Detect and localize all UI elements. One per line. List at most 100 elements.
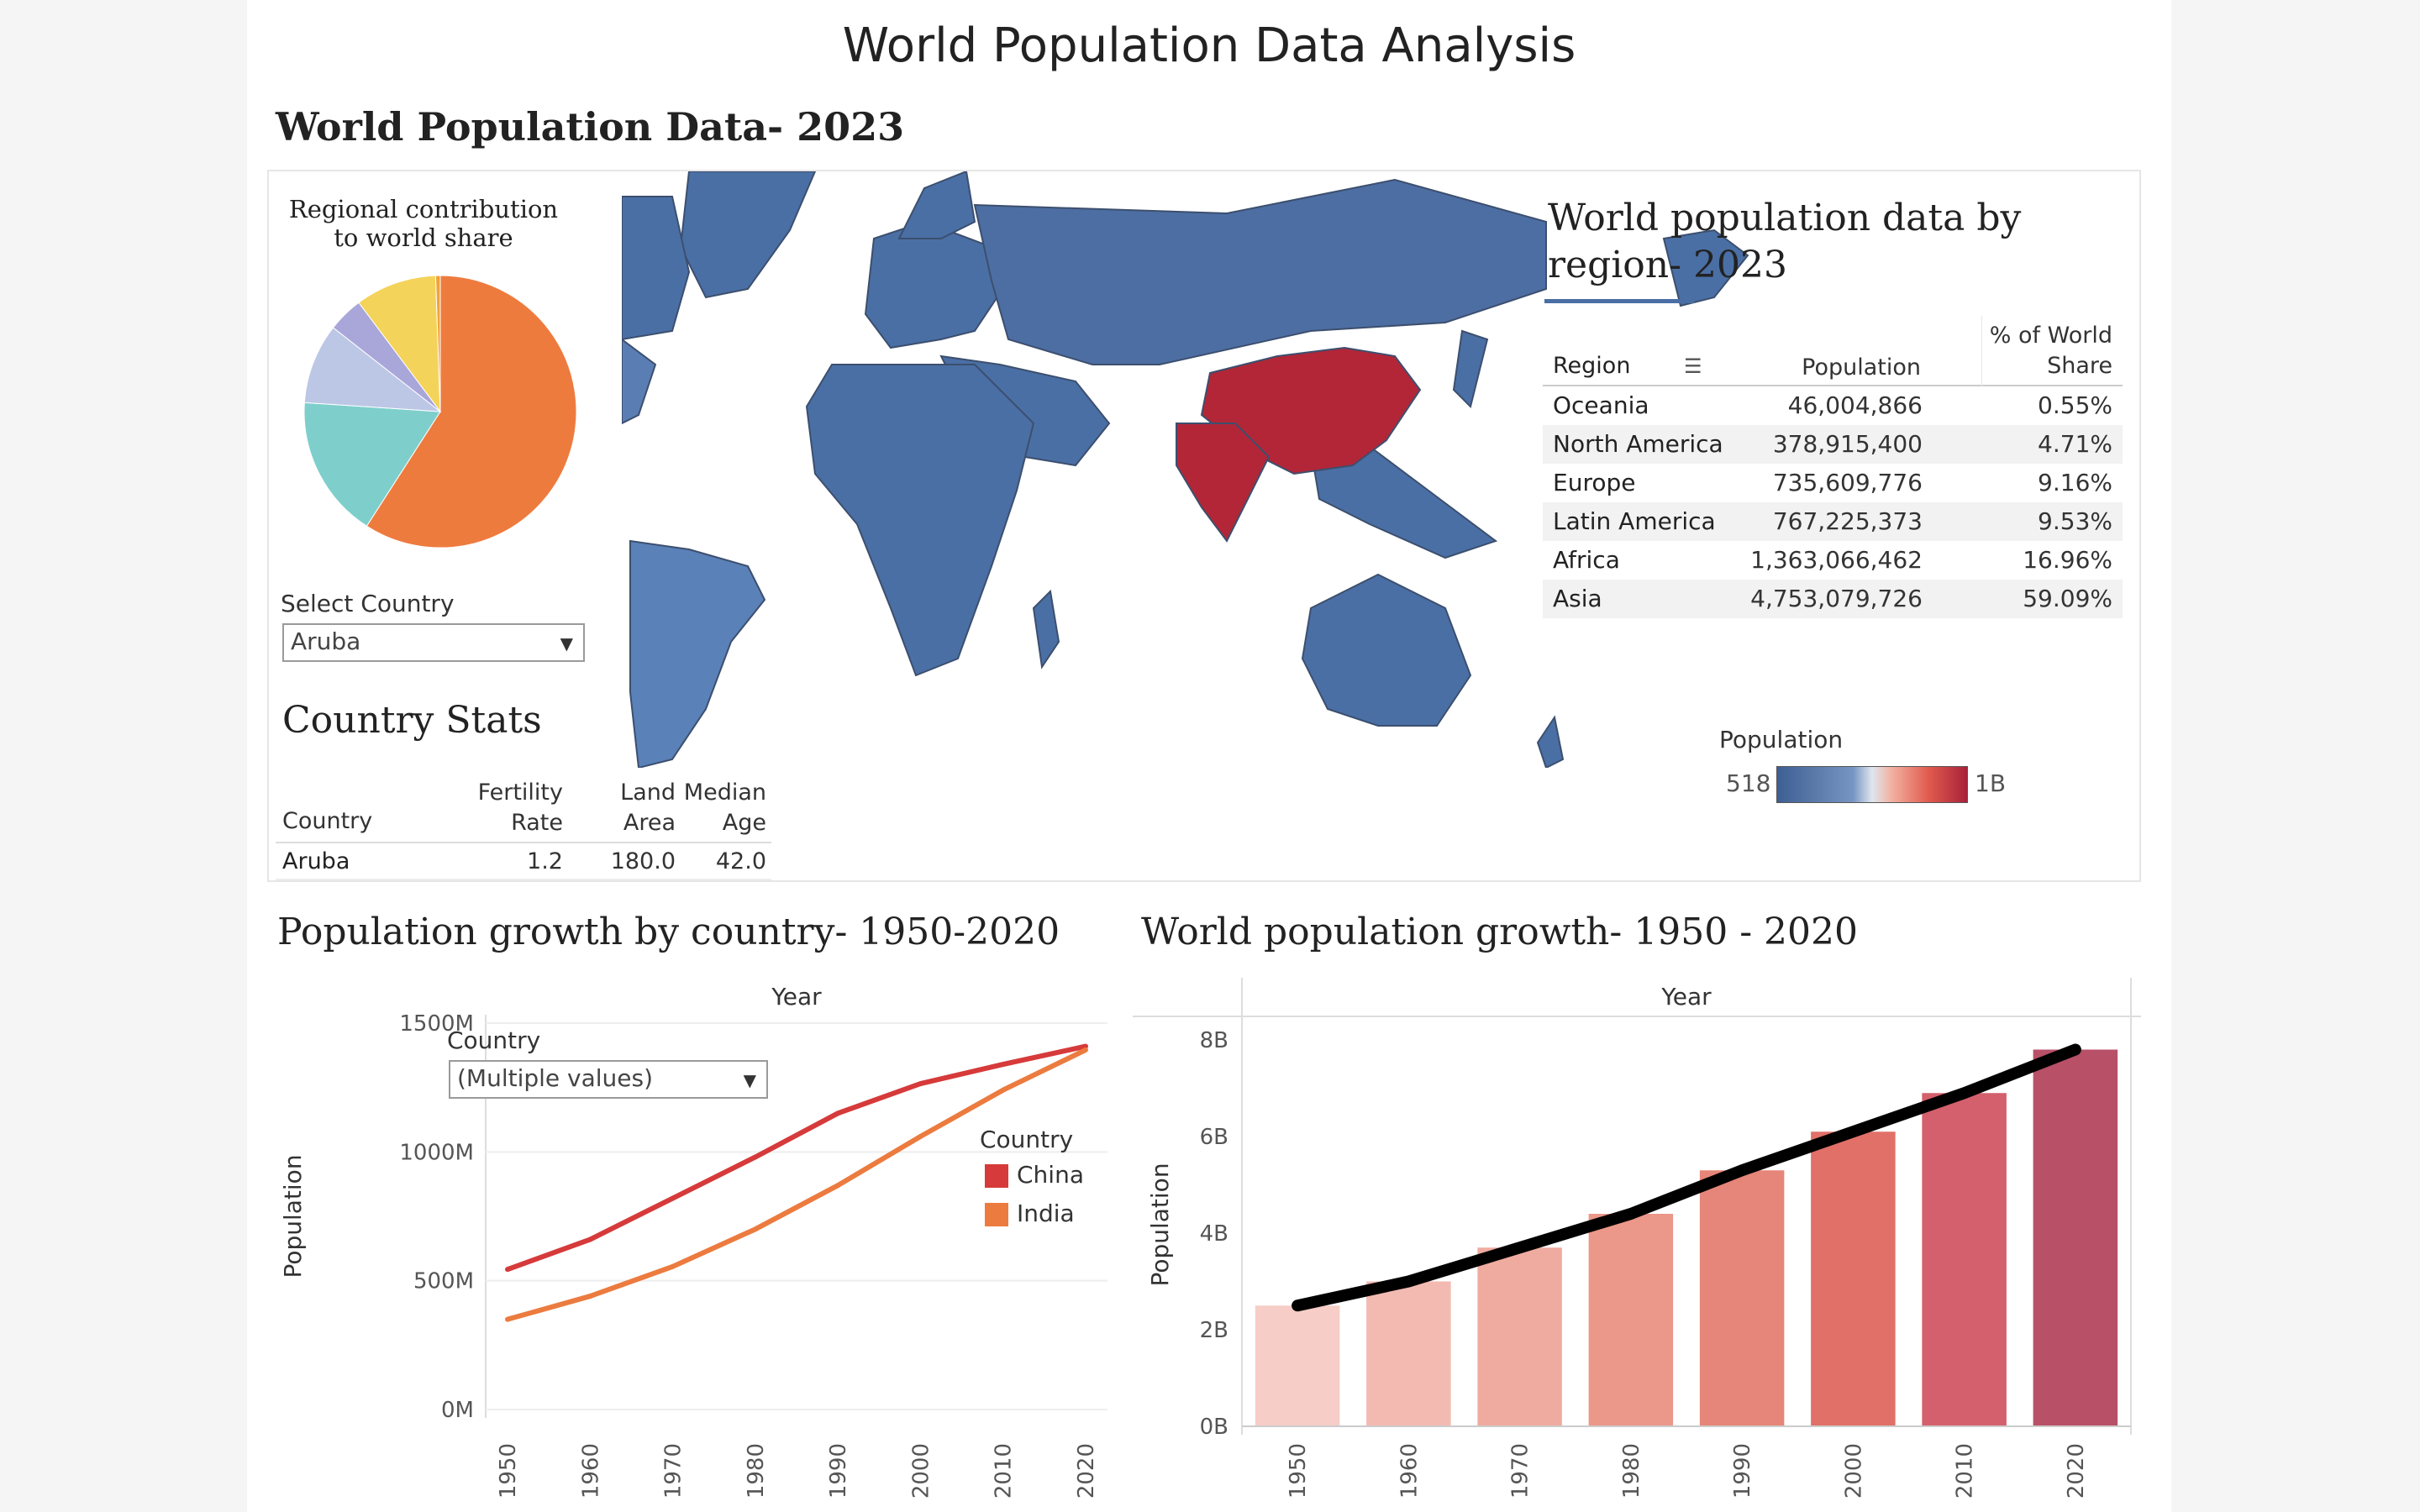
pie-slice-north-america[interactable] <box>358 275 441 413</box>
pie-chart[interactable] <box>297 269 583 554</box>
country-dropdown[interactable]: Aruba ▼ <box>282 623 585 662</box>
bar-chart-title: World population growth- 1950 - 2020 <box>1141 911 1859 953</box>
map-australia <box>1301 573 1472 727</box>
data-point[interactable] <box>918 1133 923 1139</box>
legend-swatch-china <box>985 1164 1008 1188</box>
row-region: Latin America <box>1553 507 1716 535</box>
x-tick-label: 1950 <box>1286 1443 1311 1499</box>
pie-slice-asia[interactable] <box>366 275 577 549</box>
bar-2010[interactable] <box>1922 1093 2007 1426</box>
x-tick-label: 1980 <box>744 1443 769 1499</box>
map-africa <box>805 364 1035 677</box>
map-north-america <box>622 196 691 341</box>
bar-2000[interactable] <box>1811 1131 1896 1426</box>
bar-1990[interactable] <box>1699 1170 1785 1426</box>
line-legend-title: Country <box>980 1126 1074 1153</box>
bar-1950[interactable] <box>1255 1305 1340 1426</box>
row-region: Asia <box>1553 585 1602 612</box>
pie-slice-latin-america[interactable] <box>303 327 442 412</box>
hdr-country: Country <box>282 808 373 834</box>
line-x-axis-title: Year <box>771 983 822 1011</box>
chevron-down-icon: ▼ <box>743 1070 756 1090</box>
table-row[interactable]: Africa 1,363,066,462 16.96% <box>1543 541 2123 580</box>
country-stats-title: Country Stats <box>282 699 542 742</box>
bar-chart[interactable]: Year Population 0B 2B 4B 6B 8B 1950 1960 1970 1980… <box>1133 973 2141 1510</box>
dashboard: World Population Data Analysis World Pop… <box>247 0 2171 1512</box>
legend-label-india: India <box>1017 1200 1075 1227</box>
data-point[interactable] <box>1000 1062 1006 1068</box>
table-row[interactable]: Oceania 46,004,866 0.55% <box>1543 386 2123 425</box>
hdr-fertility-1: Fertility <box>477 780 563 806</box>
row-population: 1,363,066,462 <box>1750 546 1923 574</box>
line-filter-dropdown[interactable]: (Multiple values) ▼ <box>449 1060 768 1099</box>
y-tick-label: 500M <box>413 1269 474 1294</box>
pie-slice-oceania[interactable] <box>434 275 441 412</box>
row-share: 0.55% <box>2038 391 2112 419</box>
data-point[interactable] <box>1083 1043 1088 1049</box>
x-tick-label: 1960 <box>1397 1443 1422 1499</box>
data-point[interactable] <box>587 1236 593 1242</box>
row-region: Africa <box>1553 546 1620 574</box>
data-point[interactable] <box>918 1081 923 1087</box>
world-map[interactable] <box>622 171 1790 768</box>
y-tick-label: 6B <box>1200 1125 1228 1150</box>
map-alaska <box>1662 228 1749 307</box>
row-region: North America <box>1553 430 1723 458</box>
bar-1980[interactable] <box>1588 1214 1674 1426</box>
data-point[interactable] <box>835 1183 841 1189</box>
trend-line[interactable] <box>1292 1043 2081 1312</box>
bar-1970[interactable] <box>1477 1247 1562 1426</box>
table-row[interactable]: North America 378,915,400 4.71% <box>1543 425 2123 464</box>
map-south-america <box>629 539 766 768</box>
row-share: 16.96% <box>2023 546 2112 574</box>
x-tick-label: 2010 <box>1953 1443 1978 1499</box>
legend-min-label: 518 <box>1726 769 1771 797</box>
data-point[interactable] <box>505 1267 510 1273</box>
bar-1960[interactable] <box>1366 1281 1451 1427</box>
table-row[interactable]: Europe 735,609,776 9.16% <box>1543 464 2123 502</box>
pie-slice-africa[interactable] <box>303 402 441 527</box>
country-stats-table: Fertility Rate Land Area Median Age Country… <box>276 778 771 880</box>
bar-y-axis-title: Population <box>1146 1163 1174 1286</box>
map-india <box>1176 423 1270 543</box>
sort-icon[interactable]: ☰ <box>1684 355 1702 378</box>
data-point[interactable] <box>752 1154 758 1160</box>
data-point[interactable] <box>505 1316 510 1322</box>
data-point[interactable] <box>752 1226 758 1232</box>
data-point[interactable] <box>835 1110 841 1116</box>
row-population: 378,915,400 <box>1772 430 1923 458</box>
divider <box>1543 385 2123 386</box>
map-central-america <box>622 338 657 425</box>
data-point[interactable] <box>670 1195 676 1201</box>
table-row[interactable]: Asia 4,753,079,726 59.09% <box>1543 580 2123 618</box>
x-tick-label: 1990 <box>826 1443 851 1499</box>
x-tick-label: 1970 <box>661 1443 687 1499</box>
row-fertility: 1.2 <box>527 848 563 874</box>
hdr-land-2: Area <box>623 810 676 836</box>
y-tick-label: 2B <box>1200 1318 1228 1343</box>
region-rows: Oceania 46,004,866 0.55% North America 378,9… <box>1543 386 2123 618</box>
hdr-median-2: Age <box>722 810 766 836</box>
bar-x-axis-title: Year <box>1660 983 1712 1011</box>
row-land-area: 180.0 <box>610 848 676 874</box>
line-y-axis-title: Population <box>279 1154 307 1278</box>
map-new-zealand <box>1536 715 1565 768</box>
hdr-median-1: Median <box>683 780 766 806</box>
x-tick-label: 2000 <box>1841 1443 1866 1499</box>
chevron-down-icon: ▼ <box>560 633 573 654</box>
table-row[interactable]: Latin America 767,225,373 9.53% <box>1543 502 2123 541</box>
legend-max-label: 1B <box>1975 769 2007 797</box>
bar-2020[interactable] <box>2033 1049 2118 1427</box>
data-point[interactable] <box>1000 1087 1006 1093</box>
row-region: Europe <box>1553 469 1636 496</box>
series-line-india[interactable] <box>507 1047 1087 1322</box>
y-tick-label: 8B <box>1200 1028 1228 1053</box>
data-point[interactable] <box>670 1263 676 1269</box>
data-point[interactable] <box>587 1294 593 1299</box>
line-filter-label: Country <box>447 1026 541 1054</box>
data-point[interactable] <box>1083 1047 1088 1053</box>
map-greenland <box>679 171 817 299</box>
line-chart[interactable]: Year Population 0M 500M 1000M 1500M 1950 1960 19… <box>267 973 1124 1510</box>
map-japan <box>1452 329 1489 408</box>
series-line-china[interactable] <box>506 1043 1086 1272</box>
